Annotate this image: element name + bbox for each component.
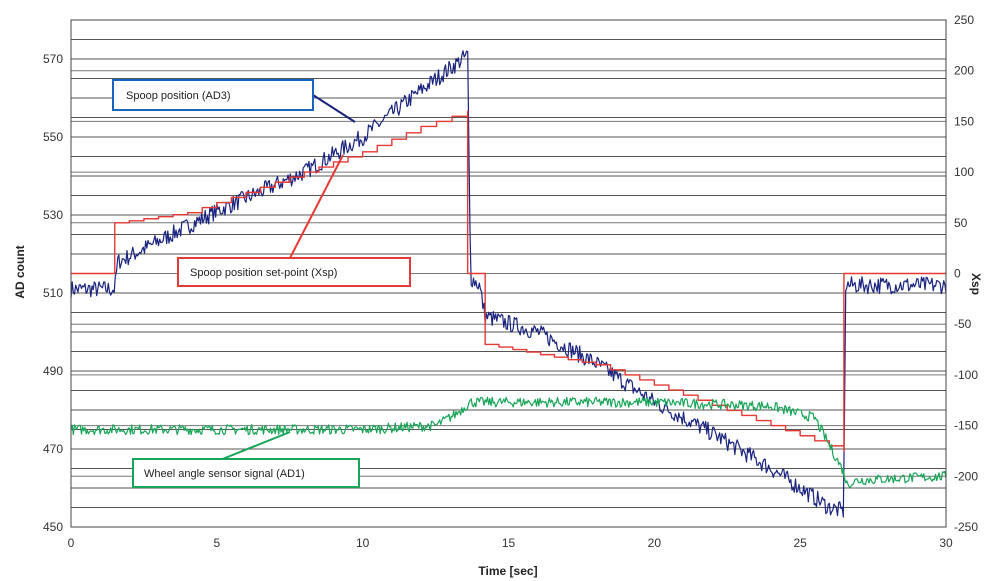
y-right-tick-labels: -250 -200 -150 -100 -50 0 50 100 150 200 250 [954,13,978,534]
series-line-spoop-position-set-point-xsp [71,110,946,452]
y-right-axis-title: Xsp [969,273,983,295]
y-right-tick-label: 150 [954,114,974,128]
y-left-tick-label: 470 [43,442,63,456]
y-left-tick-labels: 450 470 490 510 530 550 570 [43,52,63,534]
x-axis-title: Time [sec] [478,564,537,578]
x-tick-label: 25 [793,536,807,550]
callout-leader-ad1 [219,431,291,461]
x-tick-label: 5 [213,536,220,550]
y-right-tick-label: 50 [954,216,968,230]
y-left-tick-label: 550 [43,130,63,144]
y-right-tick-label: -200 [954,469,978,483]
series-line-wheel-angle-sensor-signal-ad1 [70,396,947,489]
x-tick-label: 10 [356,536,370,550]
y-right-tick-label: 100 [954,165,974,179]
series-lines [70,50,947,518]
y-right-tick-label: -250 [954,520,978,534]
y-right-tick-label: -100 [954,368,978,382]
x-tick-label: 20 [648,536,662,550]
callout-leader-xsp [289,154,344,259]
callout-leader-ad3 [312,94,356,123]
x-tick-label: 15 [502,536,516,550]
callout-ad3: Spoop position (AD3) [112,79,314,111]
y-left-tick-label: 530 [43,208,63,222]
svg-text:Wheel angle sensor signal (AD1: Wheel angle sensor signal (AD1) [144,468,305,480]
svg-text:Spoop position set-point (Xsp): Spoop position set-point (Xsp) [190,267,337,279]
y-left-tick-label: 490 [43,364,63,378]
y-left-tick-label: 450 [43,520,63,534]
y-right-tick-label: -50 [954,317,972,331]
svg-text:Spoop position (AD3): Spoop position (AD3) [126,90,231,102]
y-left-tick-label: 570 [43,52,63,66]
y-left-axis-title: AD count [13,245,27,298]
callout-ad1: Wheel angle sensor signal (AD1) [132,458,360,488]
x-tick-labels: 0 5 10 15 20 25 30 [68,536,953,550]
callout-xsp: Spoop position set-point (Xsp) [177,257,411,287]
x-tick-label: 30 [939,536,953,550]
plot-area-frame [70,19,947,528]
y-right-tick-label: 250 [954,13,974,27]
y-right-tick-label: 0 [954,267,961,281]
x-tick-label: 0 [68,536,75,550]
y-right-tick-label: -150 [954,419,978,433]
y-right-tick-label: 200 [954,64,974,78]
y-left-tick-label: 510 [43,286,63,300]
